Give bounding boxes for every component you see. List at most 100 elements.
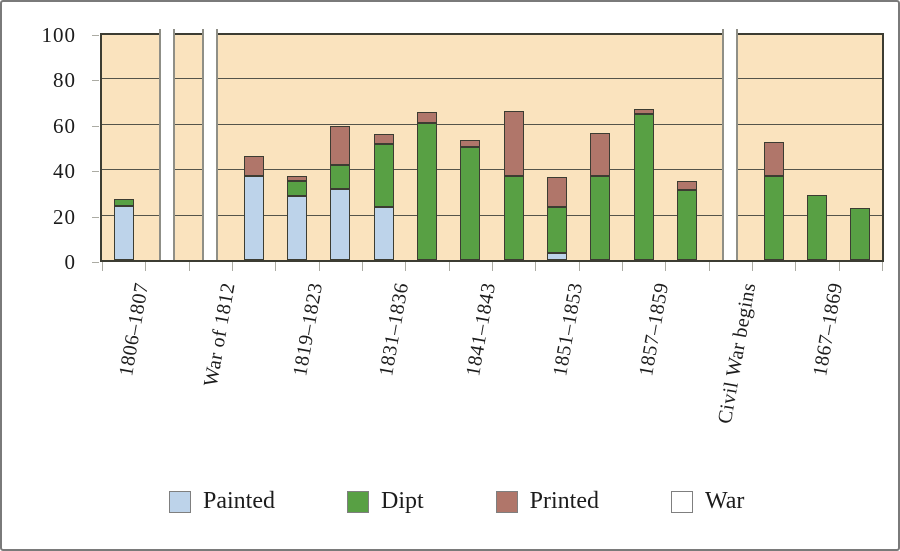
- bar-segment-printed: [503, 111, 524, 177]
- bar-column: [319, 33, 362, 260]
- x-tick: [622, 262, 623, 271]
- bar-segment-dipt: [676, 189, 697, 260]
- bar-segment-printed: [676, 180, 697, 190]
- bar-stack: [373, 134, 394, 260]
- bar-stack: [763, 141, 784, 260]
- y-tick: [92, 35, 99, 36]
- bar-column: [449, 33, 492, 260]
- x-tick: [232, 262, 233, 271]
- bar-segment-painted: [330, 188, 351, 260]
- y-tick: [92, 80, 99, 82]
- bar-segment-printed: [243, 155, 264, 177]
- legend-label: Dipt: [381, 488, 424, 514]
- bar-segment-dipt: [286, 180, 307, 197]
- bar-segment-printed: [633, 109, 654, 114]
- bar-segment-printed: [460, 139, 481, 147]
- x-axis-label: 1819–1823: [288, 281, 327, 378]
- x-axis-label: 1867–1869: [808, 281, 847, 378]
- legend-swatch-printed: [495, 490, 518, 513]
- y-axis-label: 20: [53, 204, 76, 229]
- war-bar: [158, 29, 175, 260]
- x-tick: [535, 262, 537, 271]
- bar-stack: [416, 112, 437, 260]
- legend-item: Dipt: [347, 488, 424, 515]
- bar-segment-printed: [286, 176, 307, 181]
- x-axis-label: War of 1812: [200, 281, 241, 389]
- y-axis-label: 60: [53, 113, 76, 138]
- x-tick: [882, 262, 883, 271]
- bar-segment-dipt: [373, 144, 394, 207]
- plot-area: [100, 29, 884, 262]
- bar-stack: [503, 111, 524, 260]
- gridline: [102, 78, 882, 80]
- bar-segment-printed: [763, 141, 784, 177]
- x-tick: [145, 262, 147, 271]
- x-tick: [838, 262, 840, 271]
- bar-segment-dipt: [590, 176, 611, 260]
- x-axis-label: Civil War begins: [713, 281, 761, 426]
- x-tick: [795, 262, 797, 271]
- legend-label: Painted: [203, 488, 275, 514]
- x-tick: [318, 262, 320, 271]
- gridline: [102, 214, 882, 216]
- bar-segment-dipt: [806, 195, 827, 260]
- legend-item: Printed: [495, 488, 599, 515]
- bar-segment-painted: [243, 176, 264, 260]
- y-tick: [92, 171, 99, 173]
- bar-stack: [850, 207, 871, 260]
- legend-label: War: [705, 488, 745, 514]
- legend-swatch-war: [671, 490, 693, 513]
- gridline: [102, 169, 882, 171]
- x-tick: [578, 262, 580, 271]
- bar-stack: [243, 155, 264, 260]
- bar-segment-printed: [546, 177, 567, 207]
- bar-segment-painted: [373, 206, 394, 260]
- x-tick: [188, 262, 190, 271]
- bar-column: [189, 29, 232, 260]
- bar-stack: [590, 132, 611, 260]
- bar-column: [102, 33, 145, 260]
- x-axis-label: 1831–1836: [375, 281, 414, 378]
- bar-column: [145, 29, 188, 260]
- bar-segment-dipt: [850, 207, 871, 260]
- y-axis-label: 40: [53, 159, 76, 184]
- bar-segment-painted: [546, 253, 567, 260]
- bar-column: [275, 33, 318, 260]
- y-tick: [92, 262, 99, 263]
- y-axis-label: 80: [53, 68, 76, 93]
- bar-segment-printed: [590, 132, 611, 177]
- gridline: [102, 123, 882, 125]
- bar-segment-dipt: [633, 113, 654, 260]
- y-tick: [92, 125, 99, 127]
- x-axis-label: 1857–1859: [635, 281, 674, 378]
- bar-segment-dipt: [460, 146, 481, 260]
- bar-column: [752, 33, 795, 260]
- y-axis-label: 100: [41, 23, 76, 47]
- bar-segment-dipt: [113, 198, 134, 206]
- legend-item: War: [671, 488, 744, 515]
- bar-stack: [330, 126, 351, 260]
- bar-column: [492, 33, 535, 260]
- x-axis-label: 1806–1807: [115, 281, 154, 378]
- bar-column: [362, 33, 405, 260]
- bar-segment-dipt: [546, 206, 567, 254]
- plot-top-border: [100, 33, 884, 35]
- bar-segment-dipt: [763, 176, 784, 260]
- bar-column: [795, 33, 838, 260]
- bar-column: [665, 33, 708, 260]
- bar-segment-painted: [113, 205, 134, 260]
- x-axis-label: 1841–1843: [461, 281, 501, 378]
- bar-column: [405, 33, 448, 260]
- bar-stack: [460, 139, 481, 260]
- bar-segment-printed: [373, 134, 394, 145]
- x-tick: [362, 262, 363, 271]
- x-tick: [492, 262, 493, 271]
- y-tick: [92, 216, 99, 218]
- bar-stack: [676, 180, 697, 260]
- bar-stack: [286, 176, 307, 260]
- bar-column: [579, 33, 622, 260]
- bar-segment-dipt: [416, 122, 437, 260]
- legend-swatch-painted: [169, 490, 191, 513]
- bar-segment-printed: [416, 112, 437, 123]
